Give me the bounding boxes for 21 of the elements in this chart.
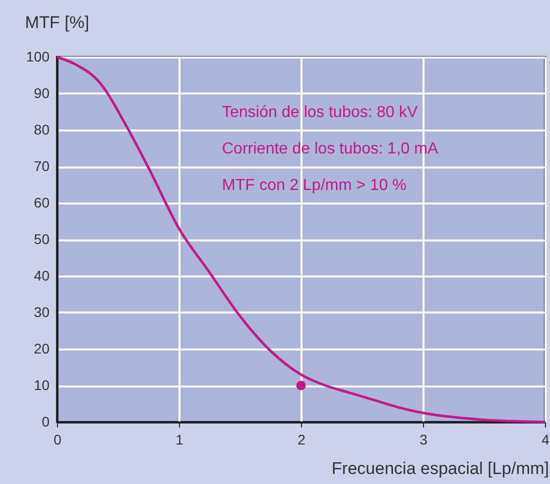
x-tick-label: 1 xyxy=(176,432,184,448)
y-tick-label: 30 xyxy=(34,304,50,320)
y-tick-label: 10 xyxy=(34,377,50,393)
annotation: MTF con 2 Lp/mm > 10 % xyxy=(222,177,407,194)
annotation: Corriente de los tubos: 1,0 mA xyxy=(222,140,438,158)
x-tick-label: 4 xyxy=(542,432,550,448)
y-tick-label: 80 xyxy=(34,122,50,138)
y-tick-label: 50 xyxy=(34,231,50,247)
x-tick-label: 2 xyxy=(298,432,306,448)
y-tick-label: 100 xyxy=(26,48,50,64)
y-tick-label: 60 xyxy=(34,194,50,210)
x-tick-label: 3 xyxy=(420,432,428,448)
y-tick-label: 70 xyxy=(34,158,50,174)
y-tick-label: 90 xyxy=(34,85,50,101)
annotation: Tensión de los tubos: 80 kV xyxy=(222,104,418,121)
x-tick-label: 0 xyxy=(54,432,62,448)
y-tick-label: 20 xyxy=(34,340,50,356)
y-axis-title: MTF [%] xyxy=(25,13,90,32)
y-tick-label: 0 xyxy=(42,414,50,430)
x-axis-title: Frecuencia espacial [Lp/mm] xyxy=(332,459,549,478)
y-tick-label: 40 xyxy=(34,268,50,284)
